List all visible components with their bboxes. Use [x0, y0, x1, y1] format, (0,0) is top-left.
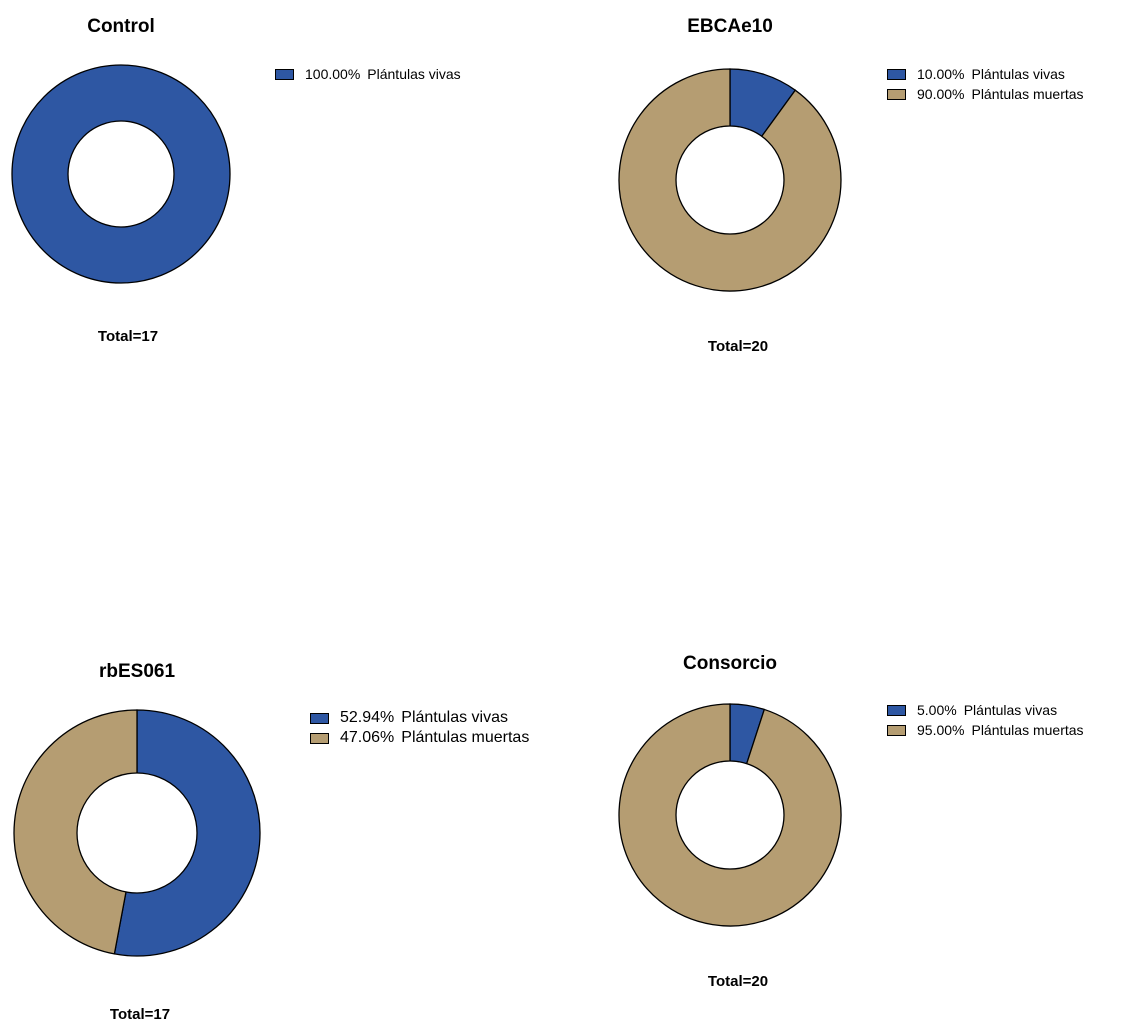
legend-percent: 100.00%	[305, 66, 361, 82]
legend-item-plantulas-vivas: 100.00% Plántulas vivas	[275, 64, 461, 84]
total-label-control: Total=17	[97, 328, 159, 345]
total-label-ebcae10: Total=20	[707, 338, 769, 355]
legend-consorcio: 5.00% Plántulas vivas 95.00% Plántulas muer…	[887, 700, 1084, 740]
legend-percent: 5.00%	[917, 702, 957, 718]
legend-swatch	[887, 704, 906, 716]
slice-plantulas-muertas	[13, 709, 138, 955]
legend-item-plantulas-muertas: 95.00% Plántulas muertas	[887, 720, 1084, 740]
legend-percent: 90.00%	[917, 86, 965, 102]
legend-label: Plántulas muertas	[971, 722, 1084, 738]
legend-label: Plántulas muertas	[401, 729, 530, 746]
legend-label: Plántulas vivas	[971, 66, 1065, 82]
chart-title-ebcae10: EBCAe10	[687, 16, 773, 37]
total-label-consorcio: Total=20	[707, 973, 769, 990]
legend-label: Plántulas vivas	[963, 702, 1058, 718]
legend-ebcae10: 10.00% Plántulas vivas 90.00% Plántulas mue…	[887, 64, 1084, 104]
chart-title-consorcio: Consorcio	[683, 653, 777, 674]
legend-swatch	[310, 732, 329, 744]
chart-title-rbes061: rbES061	[98, 661, 176, 682]
legend-item-plantulas-vivas: 5.00% Plántulas vivas	[887, 700, 1084, 720]
legend-percent: 10.00%	[917, 66, 965, 82]
legend-label: Plántulas vivas	[401, 709, 508, 726]
legend-swatch	[887, 68, 906, 80]
legend-percent: 52.94%	[340, 709, 395, 726]
legend-swatch	[310, 712, 329, 724]
legend-rbes061: 52.94% Plántulas vivas 47.06% Plántulas mue…	[310, 708, 529, 748]
legend-control: 100.00% Plántulas vivas	[275, 64, 461, 84]
donut-hole	[67, 120, 175, 228]
legend-label: Plántulas muertas	[971, 86, 1084, 102]
legend-item-plantulas-muertas: 90.00% Plántulas muertas	[887, 84, 1084, 104]
legend-swatch	[887, 88, 906, 100]
legend-item-plantulas-muertas: 47.06% Plántulas muertas	[310, 728, 529, 748]
donut-hole	[675, 125, 785, 235]
total-label-rbes061: Total=17	[109, 1006, 171, 1023]
legend-swatch	[275, 68, 294, 80]
legend-percent: 47.06%	[340, 729, 395, 746]
legend-item-plantulas-vivas: 10.00% Plántulas vivas	[887, 64, 1084, 84]
donut-hole	[675, 760, 785, 870]
chart-title-control: Control	[87, 16, 155, 37]
donut-hole	[76, 772, 198, 894]
legend-percent: 95.00%	[917, 722, 965, 738]
legend-swatch	[887, 724, 906, 736]
legend-item-plantulas-vivas: 52.94% Plántulas vivas	[310, 708, 529, 728]
legend-label: Plántulas vivas	[367, 66, 461, 82]
